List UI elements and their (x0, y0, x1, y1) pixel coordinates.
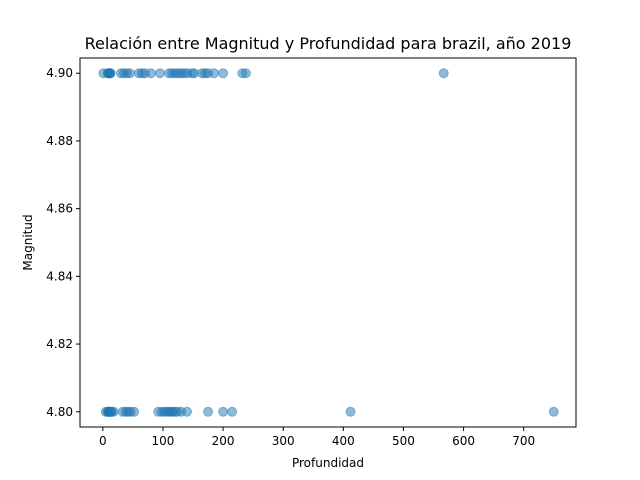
y-tick-label: 4.82 (46, 337, 73, 351)
y-tick-label: 4.84 (46, 269, 73, 283)
data-point (227, 406, 238, 417)
data-point (108, 406, 119, 417)
y-axis-ticks: 4.80 4.82 4.84 4.86 4.88 4.90 (46, 66, 80, 419)
y-tick-label: 4.80 (46, 405, 73, 419)
x-tick-label: 700 (512, 434, 535, 448)
x-tick-label: 0 (99, 434, 107, 448)
data-point (145, 68, 156, 79)
x-tick-label: 500 (392, 434, 415, 448)
data-points (98, 68, 559, 417)
chart-title: Relación entre Magnitud y Profundidad pa… (85, 34, 572, 53)
data-point (218, 68, 229, 79)
x-axis-label: Profundidad (292, 456, 364, 470)
x-tick-label: 400 (332, 434, 355, 448)
data-point (182, 406, 193, 417)
data-point (438, 68, 449, 79)
data-point (105, 68, 116, 79)
y-axis-label: Magnitud (21, 214, 35, 270)
data-point (129, 406, 140, 417)
data-point (154, 68, 165, 79)
x-tick-label: 200 (212, 434, 235, 448)
data-point (218, 406, 229, 417)
y-tick-label: 4.86 (46, 202, 73, 216)
data-point (203, 406, 214, 417)
x-tick-label: 100 (152, 434, 175, 448)
y-tick-label: 4.90 (46, 66, 73, 80)
data-point (345, 406, 356, 417)
data-point (209, 68, 220, 79)
data-point (124, 68, 135, 79)
x-axis-ticks: 0 100 200 300 400 500 600 700 (99, 427, 535, 448)
data-point (240, 68, 251, 79)
data-point (548, 406, 559, 417)
y-tick-label: 4.88 (46, 134, 73, 148)
x-tick-label: 300 (272, 434, 295, 448)
x-tick-label: 600 (452, 434, 475, 448)
plot-frame (79, 57, 577, 428)
